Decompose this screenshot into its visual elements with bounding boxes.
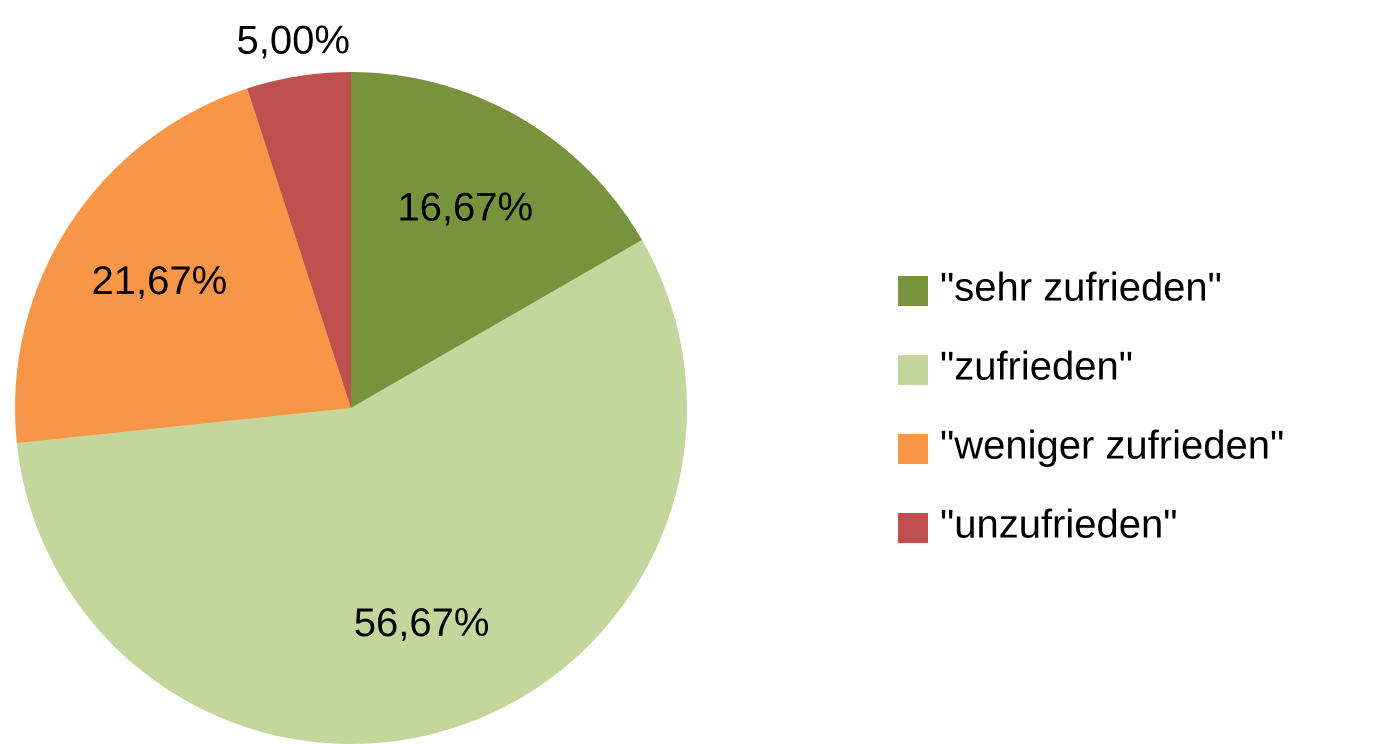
pie-slice (351, 72, 643, 408)
legend-label: "weniger zufrieden" (940, 424, 1284, 468)
pie-slice (14, 88, 351, 444)
data-label: 5,00% (236, 19, 349, 63)
legend-swatch (898, 434, 928, 464)
pie-slice (16, 240, 687, 744)
pie-slice (247, 72, 351, 408)
legend-label: "zufrieden" (940, 345, 1133, 389)
legend-swatch (898, 355, 928, 385)
legend-label: "sehr zufrieden" (940, 266, 1222, 310)
legend-swatch (898, 276, 928, 306)
legend-label: "unzufrieden" (940, 503, 1177, 547)
legend-swatch (898, 513, 928, 543)
data-label: 16,67% (397, 186, 533, 230)
data-label: 56,67% (354, 601, 490, 645)
data-label: 21,67% (92, 259, 228, 303)
